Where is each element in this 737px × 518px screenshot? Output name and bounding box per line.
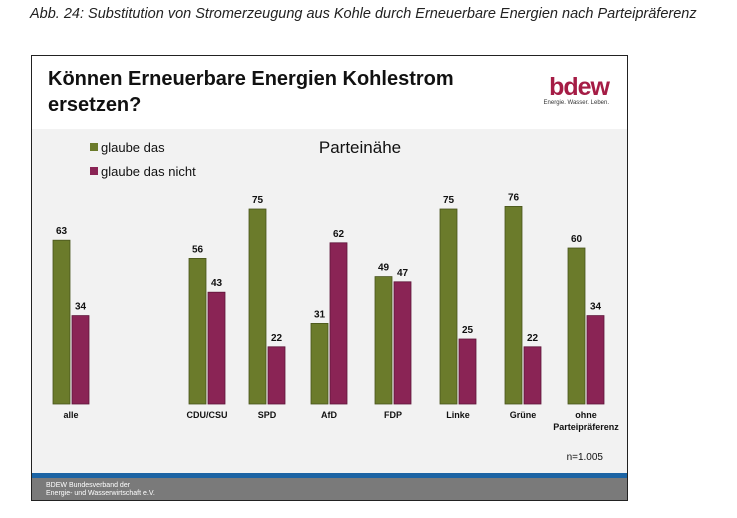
bar-nicht-3 xyxy=(329,242,348,405)
bar-nicht-1 xyxy=(207,291,226,405)
sample-size: n=1.005 xyxy=(566,452,603,463)
bar-chart: Parteinähe glaube das 63 56 75 31 49 75 76 60 glau… xyxy=(52,138,619,432)
bar-das-1 xyxy=(188,257,207,405)
data-label: 22 xyxy=(271,333,283,344)
bdew-logo: bdew Energie. Wasser. Leben. xyxy=(543,73,610,106)
slide-title: Können Erneuerbare Energien Kohlestrom er… xyxy=(48,66,454,118)
footer-line-2: Energie- und Wasserwirtschaft e.V. xyxy=(46,490,155,497)
title-line-1: Können Erneuerbare Energien Kohlestrom xyxy=(48,68,454,90)
category-label: alle xyxy=(63,410,78,420)
data-label: 34 xyxy=(75,302,87,313)
data-label: 76 xyxy=(508,192,520,203)
bar-das-6 xyxy=(504,205,523,405)
logo-tagline: Energie. Wasser. Leben. xyxy=(543,100,609,106)
bar-nicht-5 xyxy=(458,338,477,405)
category-label: AfD xyxy=(321,410,337,420)
legend-label-1: glaube das nicht xyxy=(101,164,196,179)
category-label: Linke xyxy=(446,410,470,420)
category-label: SPD xyxy=(258,410,277,420)
data-label: 34 xyxy=(590,302,602,313)
data-label: 43 xyxy=(211,278,223,289)
chart-title: Parteinähe xyxy=(319,138,401,157)
bar-nicht-2 xyxy=(267,346,286,405)
bar-nicht-6 xyxy=(523,346,542,405)
footer: BDEW Bundesverband der Energie- und Wasse… xyxy=(32,478,627,500)
bar-nicht-4 xyxy=(393,281,412,405)
data-label: 25 xyxy=(462,325,474,336)
data-label: 62 xyxy=(333,229,345,240)
bar-das-7 xyxy=(567,247,586,405)
data-label: 75 xyxy=(443,195,455,206)
data-label: 56 xyxy=(192,244,204,255)
bar-das-5 xyxy=(439,208,458,405)
data-label: 60 xyxy=(571,234,583,245)
data-label: 75 xyxy=(252,195,264,206)
bar-nicht-7 xyxy=(586,315,605,405)
blue-stripe xyxy=(32,473,627,478)
logo-word: bdew xyxy=(549,73,610,101)
slide: Können Erneuerbare Energien Kohlestrom er… xyxy=(31,55,628,501)
figure-caption: Abb. 24: Substitution von Stromerzeugung… xyxy=(30,6,697,22)
data-label: 49 xyxy=(378,263,390,274)
category-label: Grüne xyxy=(510,410,537,420)
legend-swatch-1 xyxy=(90,167,98,175)
data-label: 31 xyxy=(314,309,326,320)
category-label: ohne xyxy=(575,410,597,420)
footer-line-1: BDEW Bundesverband der xyxy=(46,482,131,489)
legend-swatch-0 xyxy=(90,143,98,151)
bar-nicht-0 xyxy=(71,315,90,405)
slide-header: Können Erneuerbare Energien Kohlestrom er… xyxy=(32,56,627,129)
category-label: CDU/CSU xyxy=(186,410,227,420)
bar-das-4 xyxy=(374,276,393,405)
category-label: Parteipräferenz xyxy=(553,422,619,432)
category-label: FDP xyxy=(384,410,402,420)
bar-das-0 xyxy=(52,239,71,405)
data-label: 22 xyxy=(527,333,539,344)
data-label: 47 xyxy=(397,268,409,279)
title-line-2: ersetzen? xyxy=(48,94,142,116)
bar-das-3 xyxy=(310,322,329,405)
data-label: 63 xyxy=(56,226,68,237)
bar-das-2 xyxy=(248,208,267,405)
legend-label-0: glaube das xyxy=(101,140,165,155)
